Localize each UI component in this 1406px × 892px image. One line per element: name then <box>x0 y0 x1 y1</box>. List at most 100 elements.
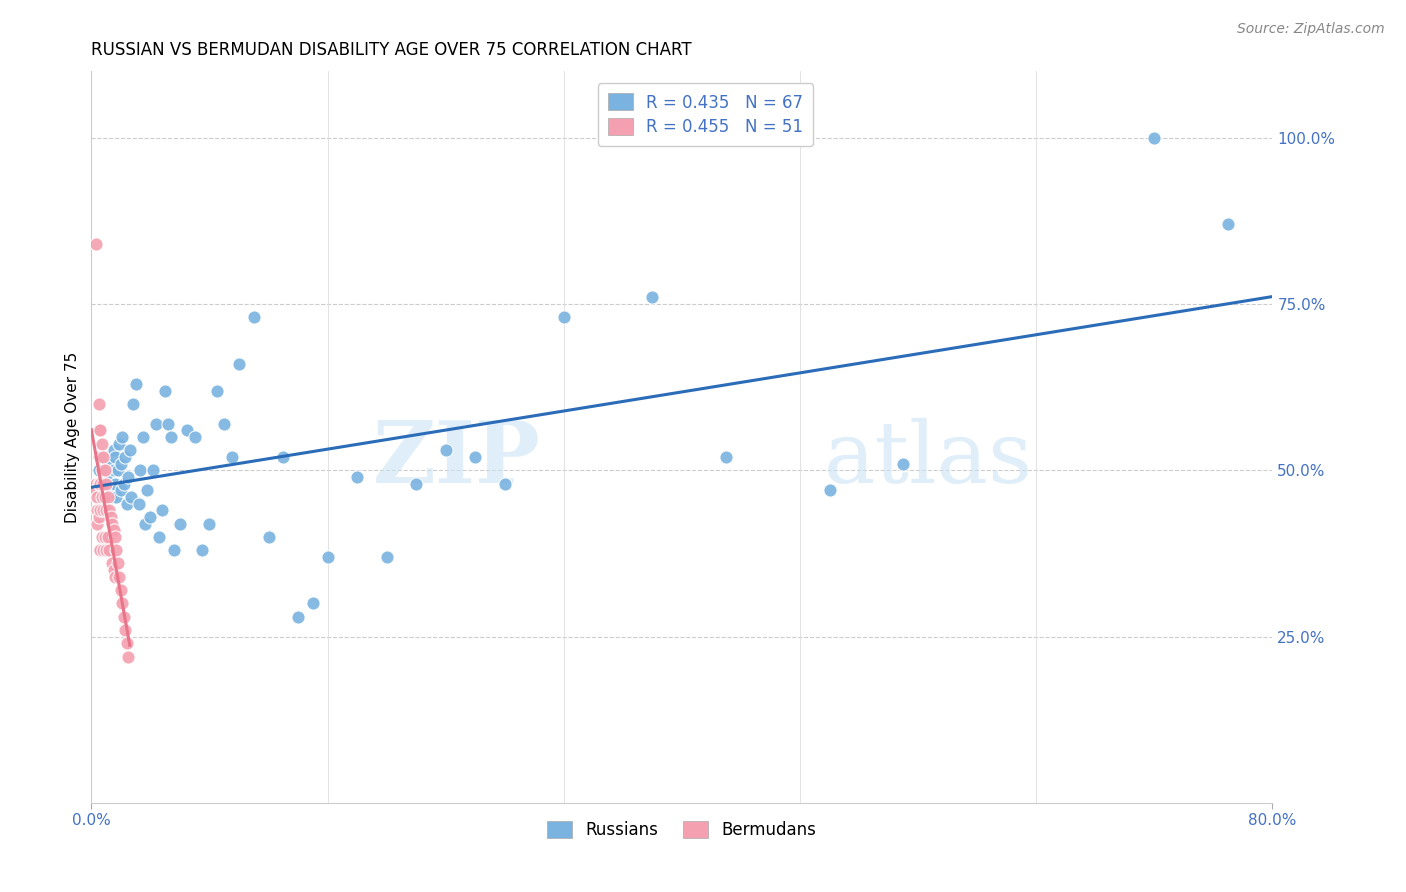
Point <box>84 237 107 252</box>
Point <box>96 503 118 517</box>
Point <box>148 530 170 544</box>
Point <box>84 483 107 498</box>
Text: Source: ZipAtlas.com: Source: ZipAtlas.com <box>1237 22 1385 37</box>
Point <box>91 503 114 517</box>
Point <box>494 476 516 491</box>
Point <box>104 570 127 584</box>
Point <box>434 443 457 458</box>
Point <box>104 450 127 464</box>
Point <box>91 476 114 491</box>
Point <box>105 490 128 504</box>
Point <box>142 463 165 477</box>
Point <box>346 470 368 484</box>
Point <box>103 443 125 458</box>
Point <box>96 476 118 491</box>
Point <box>316 549 339 564</box>
Point <box>191 543 214 558</box>
Point <box>100 490 122 504</box>
Point <box>101 557 124 571</box>
Point <box>108 570 131 584</box>
Point <box>87 424 110 438</box>
Point <box>163 543 186 558</box>
Point <box>115 497 138 511</box>
Point <box>132 430 155 444</box>
Point <box>160 430 183 444</box>
Point <box>89 476 111 491</box>
Point <box>117 470 139 484</box>
Point <box>112 609 135 624</box>
Point <box>176 424 198 438</box>
Point <box>96 470 118 484</box>
Point <box>714 450 737 464</box>
Point <box>111 430 134 444</box>
Point <box>110 457 132 471</box>
Point <box>214 417 236 431</box>
Point <box>205 384 228 398</box>
Point <box>115 636 138 650</box>
Point <box>108 436 131 450</box>
Point <box>221 450 243 464</box>
Point <box>87 450 110 464</box>
Point <box>100 509 122 524</box>
Point <box>93 490 115 504</box>
Point <box>375 549 398 564</box>
Point <box>98 503 121 517</box>
Point <box>90 463 112 477</box>
Point <box>90 490 112 504</box>
Point <box>89 450 111 464</box>
Point <box>228 357 250 371</box>
Point <box>98 457 121 471</box>
Point <box>128 497 150 511</box>
Point <box>97 490 120 504</box>
Point <box>198 516 221 531</box>
Point <box>104 530 127 544</box>
Point <box>91 450 114 464</box>
Point <box>86 516 108 531</box>
Point <box>139 509 162 524</box>
Point <box>89 543 111 558</box>
Point <box>97 530 120 544</box>
Point <box>405 476 427 491</box>
Point <box>93 530 115 544</box>
Point <box>93 463 115 477</box>
Point <box>96 450 118 464</box>
Point <box>136 483 159 498</box>
Point <box>87 476 110 491</box>
Text: ZIP: ZIP <box>373 417 540 501</box>
Point <box>90 436 112 450</box>
Point <box>89 503 111 517</box>
Point <box>103 523 125 537</box>
Point <box>87 397 110 411</box>
Point <box>153 384 177 398</box>
Point <box>101 516 124 531</box>
Point <box>96 543 118 558</box>
Point <box>104 476 127 491</box>
Point <box>243 310 266 325</box>
Point <box>120 490 142 504</box>
Point <box>87 509 110 524</box>
Point <box>117 649 139 664</box>
Point <box>124 376 148 391</box>
Point <box>118 443 141 458</box>
Point <box>183 430 207 444</box>
Point <box>287 609 309 624</box>
Point <box>150 503 173 517</box>
Point <box>84 476 107 491</box>
Point <box>553 310 575 325</box>
Text: RUSSIAN VS BERMUDAN DISABILITY AGE OVER 75 CORRELATION CHART: RUSSIAN VS BERMUDAN DISABILITY AGE OVER … <box>91 41 692 59</box>
Point <box>111 596 134 610</box>
Point <box>114 623 136 637</box>
Point <box>273 450 295 464</box>
Point <box>91 543 114 558</box>
Point <box>103 563 125 577</box>
Point <box>103 463 125 477</box>
Point <box>114 450 136 464</box>
Legend: Russians, Bermudans: Russians, Bermudans <box>540 814 824 846</box>
Point <box>464 450 486 464</box>
Point <box>89 424 111 438</box>
Point <box>107 463 129 477</box>
Point <box>1143 131 1166 145</box>
Point <box>98 543 121 558</box>
Point <box>107 557 129 571</box>
Point <box>1218 217 1240 231</box>
